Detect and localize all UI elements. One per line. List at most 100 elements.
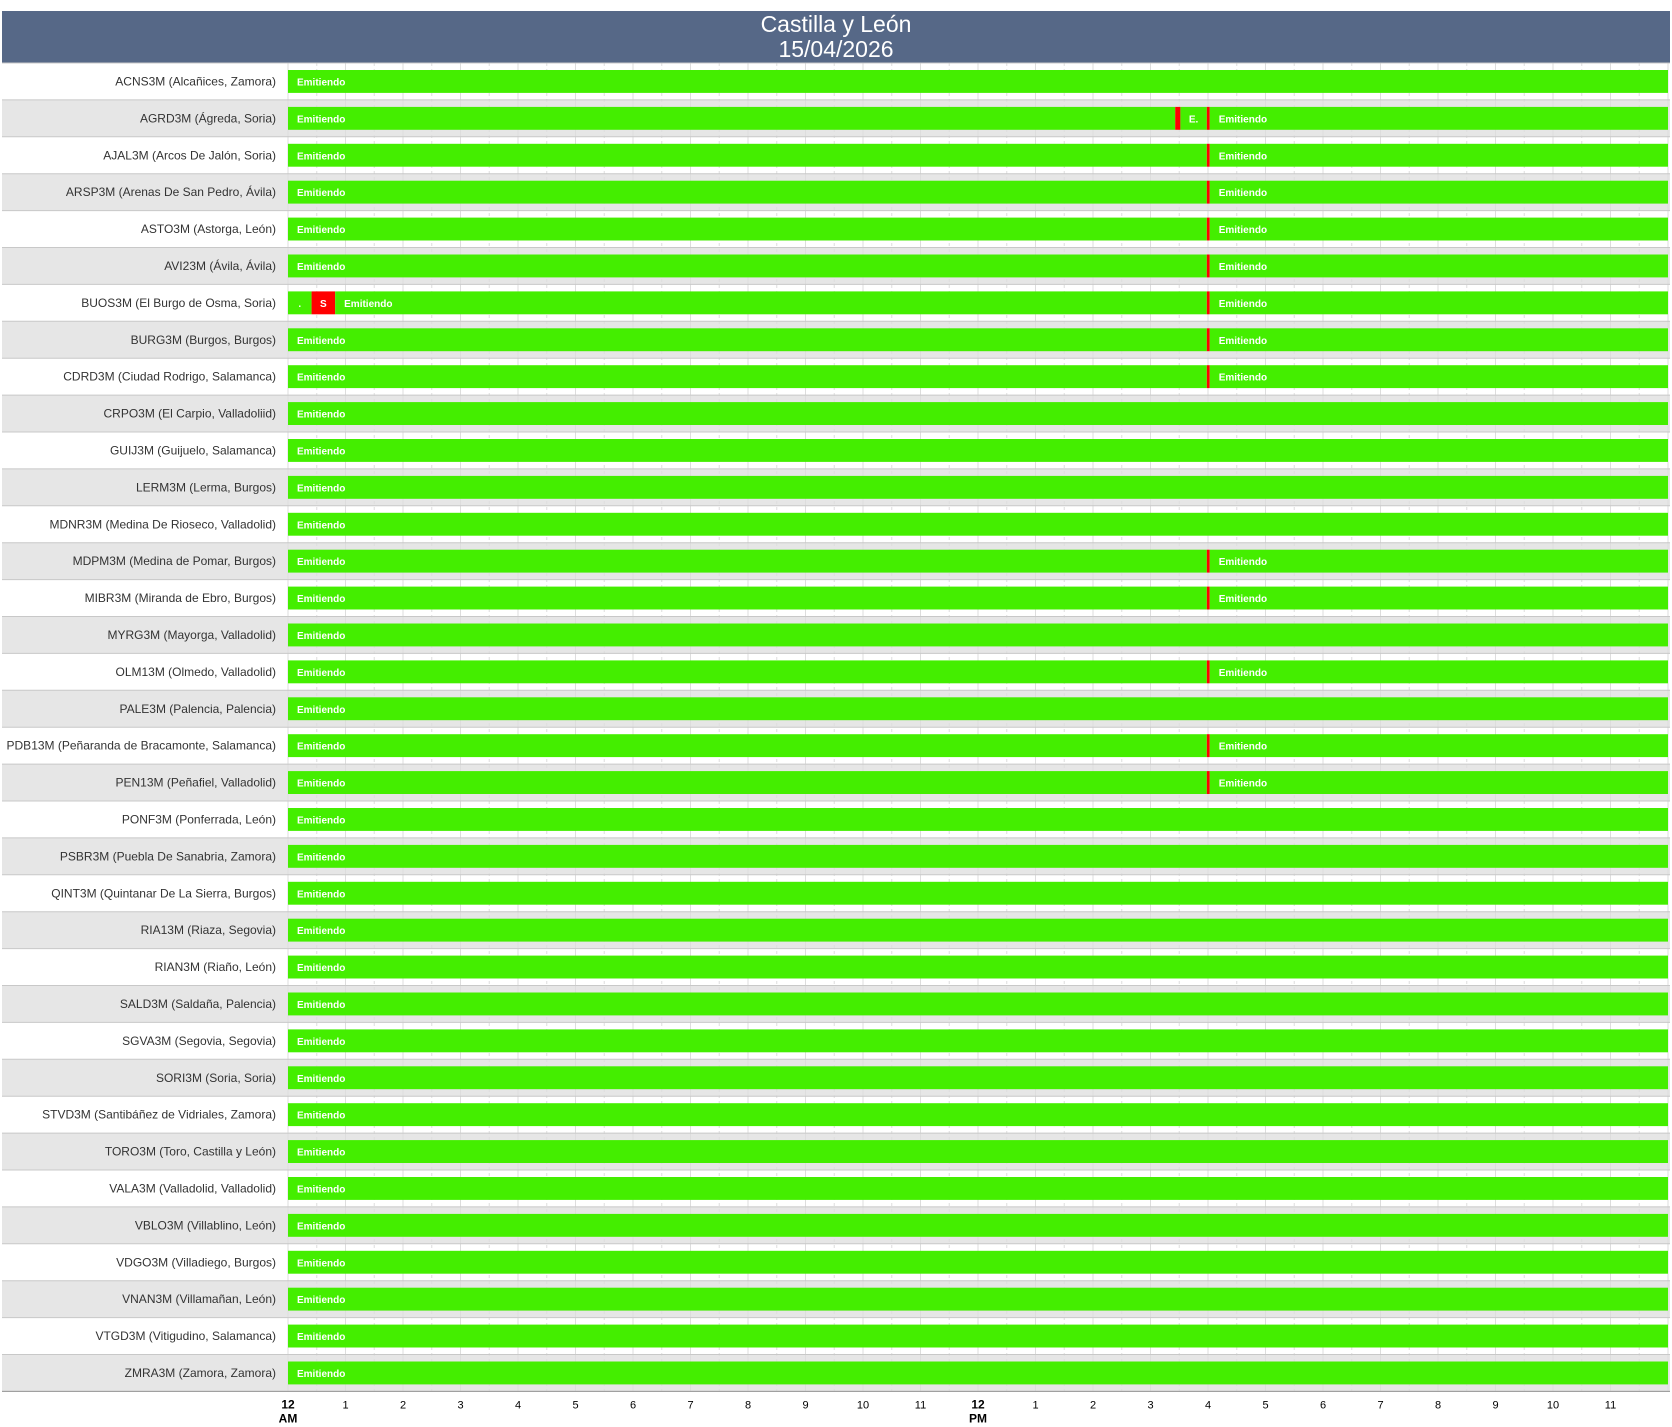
emitting-segment [288, 217, 1207, 241]
segment-label: Emitiendo [297, 446, 345, 457]
emitting-segment [288, 881, 1668, 905]
emitting-segment [1209, 734, 1668, 758]
segment-label: Emitiendo [297, 631, 345, 642]
segment-label: Emitiendo [1219, 188, 1267, 199]
x-tick-label: 12 [971, 1397, 985, 1411]
emitting-segment [1209, 328, 1668, 352]
segment-label: Emitiendo [297, 557, 345, 568]
station-label: AJAL3M (Arcos De Jalón, Soria) [103, 148, 276, 162]
emitting-segment [1209, 106, 1668, 130]
segment-label: Emitiendo [344, 299, 392, 310]
emitting-segment [1209, 549, 1668, 573]
emitting-segment [288, 365, 1207, 389]
outage-segment [1206, 549, 1210, 573]
emitting-segment [288, 734, 1207, 758]
segment-label: Emitiendo [297, 852, 345, 863]
segment-label: Emitiendo [297, 188, 345, 199]
segment-label: Emitiendo [297, 1111, 345, 1122]
station-label: OLM13M (Olmedo, Valladolid) [115, 665, 276, 679]
x-tick-label: 1 [1032, 1399, 1038, 1411]
segment-label: Emitiendo [297, 1221, 345, 1232]
station-label: RIAN3M (Riaño, León) [155, 960, 276, 974]
x-tick-label: 7 [1377, 1399, 1383, 1411]
segment-label: S [320, 299, 327, 310]
emitting-segment [1209, 217, 1668, 241]
station-label: BURG3M (Burgos, Burgos) [131, 333, 276, 347]
x-tick-label: 10 [1547, 1399, 1559, 1411]
segment-label: Emitiendo [297, 77, 345, 88]
x-tick-label: 7 [687, 1399, 693, 1411]
emitting-segment [288, 1250, 1668, 1274]
station-label: AVI23M (Ávila, Ávila) [164, 258, 276, 273]
emitting-segment [288, 1287, 1668, 1311]
x-tick-label: 12 [281, 1397, 295, 1411]
station-label: QINT3M (Quintanar De La Sierra, Burgos) [51, 886, 276, 900]
emitting-segment [288, 328, 1207, 352]
emitting-segment [288, 512, 1668, 536]
x-tick-label: 3 [457, 1399, 463, 1411]
emitting-segment [288, 106, 1176, 130]
station-label: SALD3M (Saldaña, Palencia) [120, 997, 276, 1011]
emitting-segment [288, 918, 1668, 942]
station-label: BUOS3M (El Burgo de Osma, Soria) [81, 296, 276, 310]
x-tick-label: 3 [1147, 1399, 1153, 1411]
station-label: STVD3M (Santibáñez de Vidriales, Zamora) [42, 1108, 276, 1122]
outage-segment [1206, 291, 1210, 315]
station-label: MYRG3M (Mayorga, Valladolid) [108, 628, 277, 642]
emitting-segment [1209, 180, 1668, 204]
emitting-segment [335, 291, 1207, 315]
x-tick-sublabel: PM [969, 1411, 987, 1425]
segment-label: Emitiendo [1219, 114, 1267, 125]
station-label: GUIJ3M (Guijuelo, Salamanca) [110, 443, 276, 457]
outage-segment [1206, 660, 1210, 684]
station-label: AGRD3M (Ágreda, Soria) [140, 110, 276, 125]
emitting-segment [288, 1177, 1668, 1200]
segment-label: . [298, 299, 301, 310]
segment-label: Emitiendo [1219, 594, 1267, 605]
station-label: ACNS3M (Alcañices, Zamora) [115, 74, 276, 88]
station-label: SORI3M (Soria, Soria) [156, 1071, 276, 1085]
segment-label: Emitiendo [297, 1295, 345, 1306]
segment-label: Emitiendo [297, 336, 345, 347]
station-label: PEN13M (Peñafiel, Valladolid) [115, 776, 276, 790]
emitting-segment [288, 402, 1668, 425]
outage-segment [1206, 143, 1210, 167]
x-tick-label: 11 [1605, 1399, 1616, 1411]
station-label: VALA3M (Valladolid, Valladolid) [109, 1181, 276, 1195]
emitting-segment [288, 1324, 1668, 1348]
outage-segment [1206, 180, 1210, 204]
segment-label: Emitiendo [297, 520, 345, 531]
emitting-segment [288, 1066, 1668, 1090]
station-label: PDB13M (Peñaranda de Bracamonte, Salaman… [7, 739, 276, 753]
emitting-segment [288, 844, 1668, 868]
station-label: VDGO3M (Villadiego, Burgos) [116, 1255, 276, 1269]
x-tick-label: 4 [515, 1399, 521, 1411]
emitting-segment [288, 1213, 1668, 1237]
emitting-segment [288, 623, 1668, 647]
segment-label: Emitiendo [297, 483, 345, 494]
segment-label: Emitiendo [297, 889, 345, 900]
chart-date: 15/04/2026 [778, 36, 894, 62]
outage-segment [311, 291, 336, 315]
emitting-segment [288, 955, 1668, 979]
segment-label: Emitiendo [297, 815, 345, 826]
segment-label: Emitiendo [297, 1037, 345, 1048]
emitting-segment [288, 254, 1207, 278]
outage-segment [1206, 254, 1210, 278]
segment-label: Emitiendo [297, 1369, 345, 1380]
segment-label: Emitiendo [1219, 299, 1267, 310]
emitting-segment [288, 475, 1668, 499]
segment-label: Emitiendo [297, 262, 345, 273]
segment-label: Emitiendo [1219, 668, 1267, 679]
emitting-segment [1209, 771, 1668, 794]
segment-label: Emitiendo [1219, 262, 1267, 273]
station-label: CRPO3M (El Carpio, Valladoliid) [104, 407, 277, 421]
segment-label: Emitiendo [1219, 151, 1267, 162]
x-tick-sublabel: AM [279, 1411, 298, 1425]
station-label: LERM3M (Lerma, Burgos) [136, 480, 276, 494]
x-tick-label: 9 [1492, 1399, 1498, 1411]
segment-label: Emitiendo [1219, 225, 1267, 236]
x-tick-label: 6 [630, 1399, 636, 1411]
emitting-segment [288, 70, 1668, 93]
emitting-segment [1209, 586, 1668, 610]
